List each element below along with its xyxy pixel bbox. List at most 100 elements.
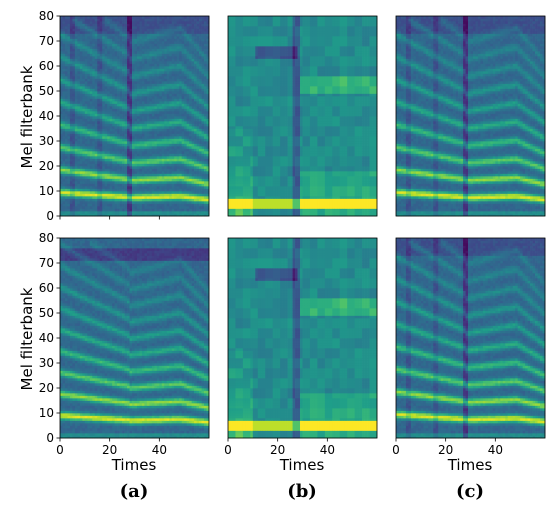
heatmap-cell — [79, 36, 83, 39]
heatmap-cell — [171, 51, 175, 54]
heatmap-cell — [136, 76, 140, 79]
heatmap-cell — [104, 188, 108, 192]
heatmap-cell — [174, 33, 178, 37]
heatmap-cell — [139, 38, 143, 42]
heatmap-cell — [166, 98, 170, 102]
heatmap-cell — [79, 213, 83, 217]
heatmap-cell — [107, 141, 111, 144]
heatmap-cell — [82, 36, 86, 39]
heatmap-cell — [154, 58, 158, 62]
heatmap-cell — [136, 163, 140, 167]
heatmap-cell — [154, 158, 158, 162]
heatmap-cell — [199, 26, 202, 29]
heatmap-cell — [117, 176, 120, 179]
heatmap-cell — [181, 103, 185, 107]
heatmap-cell — [117, 123, 120, 127]
heatmap-cell — [164, 168, 168, 172]
heatmap-cell — [159, 58, 163, 62]
heatmap-cell — [132, 166, 135, 169]
heatmap-cell — [124, 88, 128, 92]
heatmap-cell — [154, 211, 158, 214]
heatmap-cell — [74, 46, 78, 49]
heatmap-cell — [69, 123, 73, 127]
heatmap-cell — [109, 128, 113, 132]
heatmap-cell — [122, 183, 125, 187]
heatmap-cell — [139, 193, 143, 197]
heatmap-cell — [72, 26, 76, 29]
heatmap-cell — [196, 56, 200, 59]
heatmap-cell — [204, 96, 207, 99]
heatmap-cell — [127, 173, 130, 177]
heatmap-cell — [179, 193, 183, 197]
heatmap-cell — [199, 146, 202, 149]
heatmap-cell — [199, 73, 202, 77]
heatmap-cell — [144, 188, 148, 192]
heatmap-cell — [117, 213, 120, 217]
heatmap-cell — [97, 38, 101, 42]
heatmap-cell — [82, 153, 86, 157]
heatmap-cell — [144, 116, 148, 119]
heatmap-cell — [112, 193, 115, 197]
heatmap-cell — [151, 161, 155, 164]
heatmap-cell — [161, 76, 165, 79]
heatmap-cell — [144, 203, 148, 207]
heatmap-cell — [77, 213, 81, 217]
heatmap-cell — [132, 136, 135, 139]
heatmap-cell — [151, 71, 155, 74]
heatmap-cell — [144, 186, 148, 189]
heatmap-cell — [228, 118, 231, 122]
heatmap-cell — [196, 21, 200, 24]
heatmap-cell — [102, 26, 106, 29]
heatmap-cell — [74, 176, 78, 179]
heatmap-cell — [144, 126, 148, 129]
heatmap-cell — [181, 61, 185, 64]
heatmap-cell — [204, 68, 207, 72]
heatmap-cell — [201, 143, 205, 147]
heatmap-cell — [129, 176, 133, 179]
heatmap-cell — [89, 43, 93, 47]
heatmap-cell — [159, 141, 163, 144]
heatmap-cell — [87, 153, 91, 157]
heatmap-cell — [89, 183, 93, 187]
heatmap-cell — [67, 203, 71, 207]
heatmap-cell — [169, 211, 173, 214]
heatmap-cell — [139, 196, 143, 199]
heatmap-cell — [77, 201, 81, 204]
heatmap-cell — [94, 116, 98, 119]
heatmap-cell — [139, 66, 143, 69]
heatmap-cell — [132, 206, 135, 209]
heatmap-cell — [154, 148, 158, 152]
heatmap-cell — [204, 211, 207, 214]
heatmap-cell — [159, 126, 163, 129]
heatmap-cell — [104, 68, 108, 72]
heatmap-cell — [122, 66, 125, 69]
heatmap-cell — [156, 173, 160, 177]
heatmap-cell — [156, 98, 160, 102]
heatmap-cell — [156, 16, 160, 19]
heatmap-cell — [228, 208, 231, 212]
heatmap-cell — [97, 121, 101, 124]
heatmap-cell — [67, 88, 71, 92]
heatmap-cell — [176, 128, 180, 132]
heatmap-cell — [149, 78, 153, 82]
heatmap-cell — [189, 141, 192, 144]
heatmap-cell — [132, 61, 135, 64]
heatmap-cell — [97, 33, 101, 37]
heatmap-cell — [201, 151, 205, 154]
heatmap-cell — [166, 28, 170, 32]
heatmap-cell — [156, 203, 160, 207]
heatmap-cell — [97, 43, 101, 47]
heatmap-cell — [146, 191, 150, 194]
heatmap-cell — [82, 16, 86, 19]
heatmap-cell — [87, 51, 91, 54]
heatmap-cell — [191, 76, 195, 79]
heatmap-cell — [230, 123, 234, 127]
heatmap-cell — [89, 73, 93, 77]
heatmap-cell — [146, 198, 150, 202]
heatmap-cell — [169, 163, 173, 167]
heatmap-cell — [132, 86, 135, 89]
heatmap-cell — [186, 63, 190, 67]
heatmap-cell — [64, 196, 68, 199]
heatmap-cell — [82, 21, 86, 24]
heatmap-cell — [169, 121, 173, 124]
